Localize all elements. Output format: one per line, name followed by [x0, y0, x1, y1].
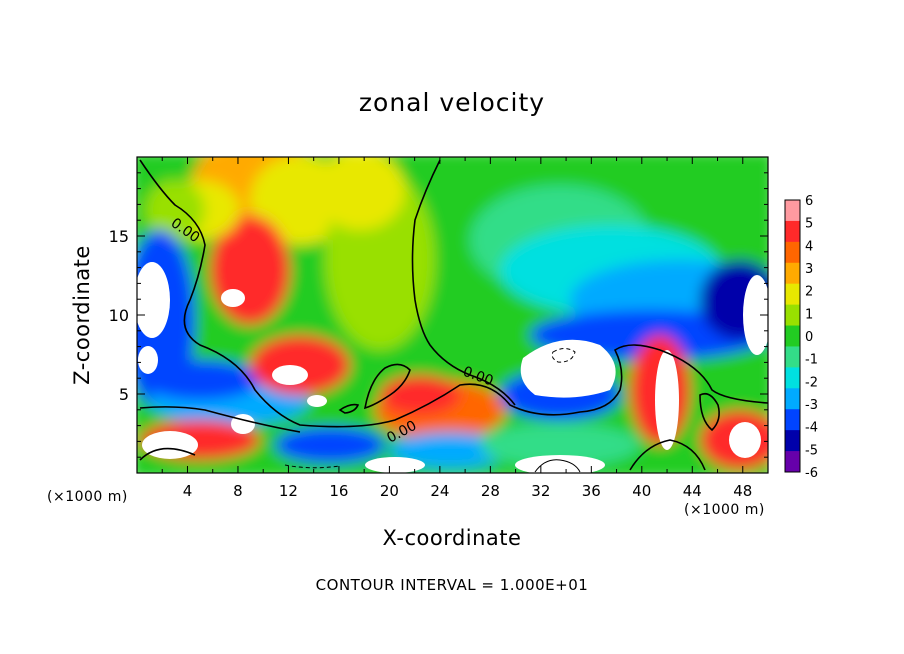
colorbar-tick-label: -5 — [805, 443, 818, 458]
colorbar-swatch — [785, 325, 800, 347]
colorbar-tick-label: -6 — [805, 466, 818, 481]
colorbar-tick-label: 3 — [805, 262, 813, 277]
colorbar-swatch — [785, 409, 800, 431]
colorbar-swatch — [785, 262, 800, 285]
x-tick-label: 48 — [733, 482, 752, 500]
colorbar: 6 5 4 3 2 1 0 -1 -2 -3 -4 -5 -6 — [784, 194, 818, 481]
colorbar-frame — [784, 199, 801, 473]
colorbar-tick-label: -2 — [805, 375, 818, 390]
x-axis-label: X-coordinate — [382, 526, 522, 550]
x-tick-label: 40 — [632, 482, 651, 500]
x-tick-label: 28 — [481, 482, 500, 500]
x-tick-label: 4 — [183, 482, 193, 500]
x-tick-label: 32 — [531, 482, 550, 500]
y-axis-ticks: 5 10 15 — [109, 172, 768, 458]
colorbar-swatch — [785, 283, 800, 306]
colorbar-swatch — [785, 304, 800, 327]
x-tick-label: 8 — [233, 482, 243, 500]
colorbar-swatch — [785, 388, 800, 410]
y-tick-label: 15 — [109, 227, 129, 246]
colorbar-tick-label: -3 — [805, 398, 818, 413]
colorbar-tick-label: -1 — [805, 353, 818, 368]
x-tick-label: 16 — [329, 482, 348, 500]
colorbar-tick-label: 1 — [805, 307, 813, 322]
colorbar-swatch — [785, 346, 800, 368]
x-tick-label: 24 — [430, 482, 449, 500]
colorbar-tick-label: 4 — [805, 239, 813, 254]
colorbar-swatch — [785, 367, 800, 389]
x-tick-label: 44 — [683, 482, 702, 500]
colorbar-swatch — [785, 451, 800, 473]
y-tick-label: 10 — [109, 306, 129, 325]
contour-interval-text: CONTOUR INTERVAL = 1.000E+01 — [315, 576, 589, 594]
x-unit-label-left: (×1000 m) — [47, 489, 128, 505]
y-tick-label: 5 — [119, 385, 129, 404]
colorbar-swatch — [785, 430, 800, 452]
colorbar-tick-label: -4 — [805, 421, 818, 436]
x-unit-label-right: (×1000 m) — [684, 502, 765, 518]
colorbar-tick-label: 0 — [805, 330, 813, 345]
colorbar-tick-label: 5 — [805, 217, 813, 232]
x-axis-ticks: 4 8 12 16 20 24 28 32 36 40 44 48 — [161, 157, 752, 500]
colorbar-tick-label: 2 — [805, 285, 813, 300]
colorbar-swatch — [785, 220, 800, 243]
colorbar-swatch — [785, 200, 800, 222]
colorbar-tick-label: 6 — [805, 194, 813, 209]
x-tick-label: 12 — [279, 482, 298, 500]
x-tick-label: 36 — [582, 482, 601, 500]
x-tick-label: 20 — [380, 482, 399, 500]
chart-title: zonal velocity — [358, 88, 546, 117]
colorbar-swatch — [785, 241, 800, 264]
